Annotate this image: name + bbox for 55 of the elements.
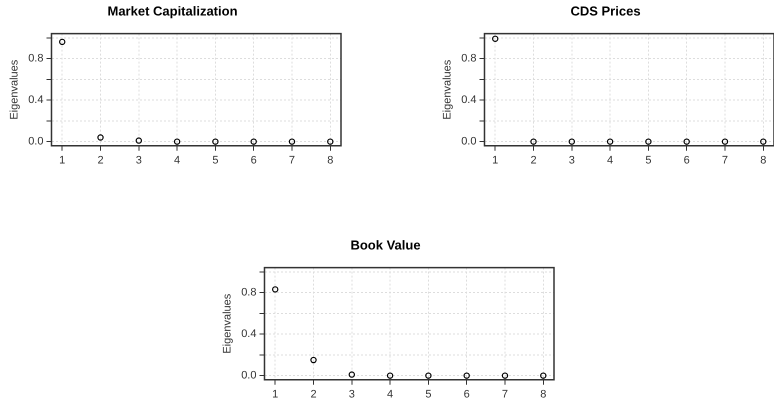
x-tick-label: 7 (288, 154, 296, 166)
x-tick-label: 3 (136, 154, 142, 166)
y-tick-label: 0.8 (241, 286, 256, 299)
y-tick-label: 0.0 (461, 136, 476, 148)
y-tick-label: 0.4 (461, 94, 476, 106)
point (327, 138, 334, 145)
x-tick-label: 2 (310, 388, 317, 400)
point (288, 138, 296, 145)
point (540, 372, 546, 379)
x-tick-label: 3 (348, 388, 355, 400)
x-tick-label: 5 (212, 154, 218, 166)
x-tick-label: 5 (645, 154, 652, 166)
y-tick-label: 0.4 (28, 94, 44, 106)
x-tick-label: 7 (502, 388, 508, 400)
x-tick-label: 5 (425, 388, 432, 400)
x-tick-label: 1 (492, 154, 498, 166)
x-tick-label: 2 (530, 154, 537, 166)
point (272, 286, 278, 293)
point (97, 134, 104, 141)
x-tick-label: 3 (568, 154, 575, 166)
point (250, 138, 257, 145)
x-tick-label: 2 (97, 154, 104, 166)
point (425, 372, 432, 379)
point (463, 372, 470, 379)
y-tick-label: 0.8 (461, 52, 476, 65)
x-tick-label: 6 (250, 154, 257, 166)
x-tick-label: 6 (684, 154, 690, 166)
x-tick-label: 1 (59, 154, 66, 166)
x-tick-label: 6 (464, 388, 470, 400)
y-axis-title: Eigenvalues (222, 293, 234, 354)
y-axis-title: Eigenvalues (442, 59, 454, 120)
y-tick-label: 0.4 (241, 328, 256, 340)
chart-title: CDS Prices (570, 3, 641, 18)
point (386, 372, 394, 379)
x-tick-label: 4 (607, 154, 614, 166)
x-tick-label: 1 (272, 388, 278, 400)
x-tick-label: 8 (540, 388, 546, 400)
chart-title: Book Value (350, 237, 421, 252)
y-tick-label: 0.8 (28, 52, 44, 65)
point (310, 356, 317, 364)
x-tick-label: 4 (387, 388, 394, 400)
x-tick-label: 8 (760, 154, 766, 166)
y-axis-title: Eigenvalues (8, 59, 21, 120)
point (59, 38, 66, 46)
chart-title: Market Capitalization (107, 3, 238, 18)
x-tick-label: 8 (327, 154, 334, 166)
x-tick-label: 4 (174, 154, 180, 166)
point (502, 372, 508, 379)
point (136, 137, 142, 144)
y-tick-label: 0.0 (28, 136, 44, 148)
y-tick-label: 0.0 (241, 370, 256, 382)
x-tick-label: 7 (722, 154, 728, 166)
point (348, 371, 356, 378)
point (212, 138, 219, 145)
point (174, 138, 180, 145)
